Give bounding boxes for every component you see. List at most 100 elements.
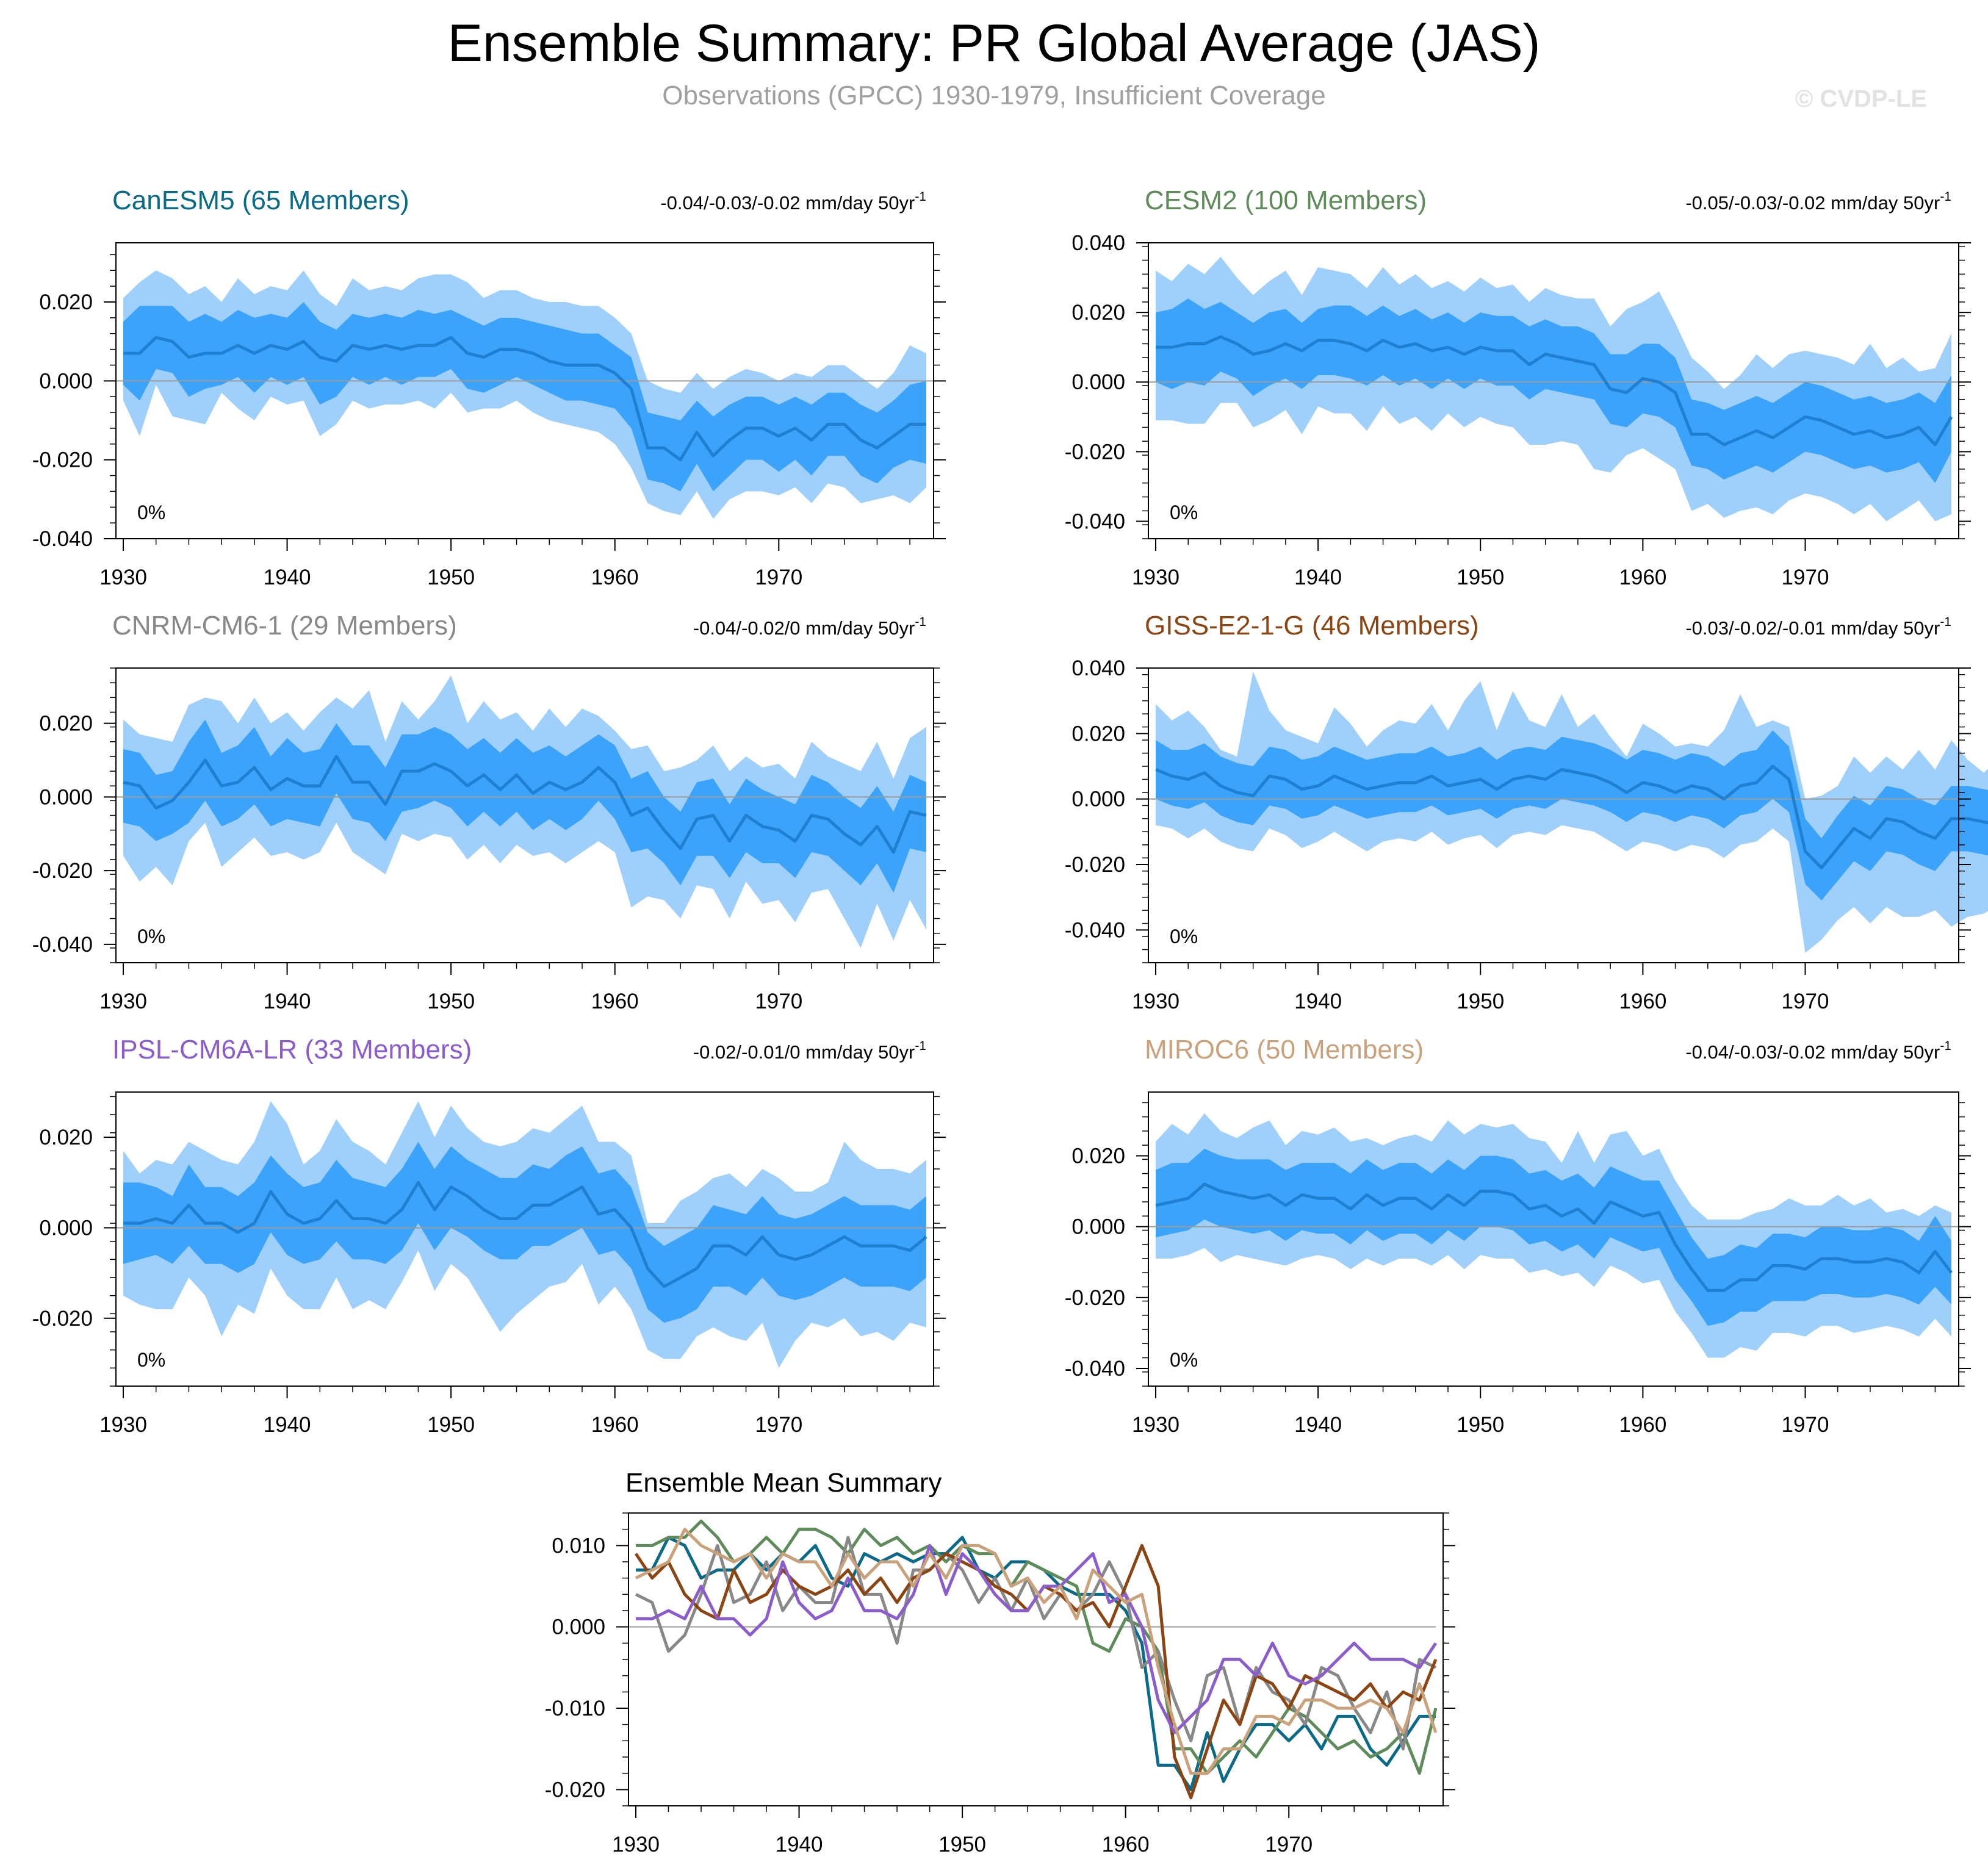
x-tick-label: 1950 [427,1413,475,1437]
y-tick-label: 0.010 [552,1534,605,1558]
x-tick-label: 1930 [99,566,147,589]
ensemble-mean-line [1156,335,1953,447]
panel-ensemble-mean-summary: -0.020 -0.010 0.000 0.010 1930 1940 1950 1960 19… [545,1468,1455,1856]
figure-subtitle: Observations (GPCC) 1930-1979, Insuffici… [662,81,1326,110]
y-tick-label: 0.040 [1071,231,1125,255]
trend-label: -0.04/-0.02/0 mm/day 50yr-1 [693,615,926,639]
panel-title: GISS-E2-1-G (46 Members) [1145,611,1479,641]
plot-frame-4 [115,1091,934,1387]
y-tick-label: 0.020 [39,712,93,736]
panel-title: CESM2 (100 Members) [1145,185,1427,215]
y-tick-label: 0.000 [1071,370,1125,394]
trend-label: -0.04/-0.03/-0.02 mm/day 50yr-1 [660,190,926,214]
y-tick-label: -0.040 [1065,918,1125,942]
y-tick-label: -0.020 [32,859,93,883]
panel-cnrm-cm6-1: -0.040 -0.020 0.000 0.020 1930 1940 1950 1960 19… [32,611,946,1013]
coverage-percent: 0% [1170,501,1198,523]
mean-line-cnrm-cm6-1 [635,1536,1437,1751]
mean-line-canesm5 [636,1536,1436,1791]
x-tick-label: 1960 [591,566,639,589]
y-tick-label: -0.020 [1065,853,1125,877]
coverage-percent: 0% [1170,1349,1198,1371]
x-tick-label: 1940 [1294,1413,1342,1437]
x-tick-label: 1930 [1132,990,1179,1013]
trend-label: -0.03/-0.02/-0.01 mm/day 50yr-1 [1685,615,1951,639]
y-tick-label: 0.040 [1071,656,1125,680]
plot-frame-3 [1148,667,1959,963]
plot-frame-0 [115,242,934,539]
y-tick-label: 0.020 [1071,1145,1125,1168]
y-tick-label: 0.000 [39,785,93,809]
y-tick-label: 0.000 [39,369,93,393]
ensemble-mean-line [123,336,926,462]
plot-frame-1 [1148,242,1959,539]
panel-giss-e2-1-g: -0.040 -0.020 0.000 0.020 0.040 1930 1940 1950 1… [1065,611,1988,1013]
coverage-percent: 0% [137,925,165,947]
watermark: © CVDP-LE [1795,85,1927,112]
x-tick-label: 1970 [1265,1833,1313,1856]
ensemble-mean-line [123,755,927,854]
y-tick-label: -0.010 [545,1697,605,1720]
mean-line-miroc6 [635,1528,1438,1775]
x-tick-label: 1950 [1457,566,1504,589]
x-tick-label: 1940 [264,1413,311,1437]
x-tick-label: 1960 [1102,1833,1150,1856]
y-tick-label: -0.020 [1065,1286,1125,1310]
y-tick-label: -0.040 [1065,509,1125,533]
x-tick-label: 1960 [591,990,639,1013]
y-tick-label: -0.020 [545,1778,605,1802]
x-tick-label: 1970 [1782,990,1829,1013]
y-tick-label: -0.020 [1065,440,1125,464]
x-tick-label: 1930 [612,1833,660,1856]
y-tick-label: 0.020 [39,1126,93,1149]
ensemble-mean-line [123,1181,927,1288]
x-tick-label: 1940 [1294,566,1342,589]
y-tick-label: 0.000 [1071,1215,1125,1239]
panel-title: MIROC6 (50 Members) [1145,1035,1424,1065]
x-tick-label: 1950 [938,1833,986,1856]
x-tick-label: 1930 [1132,566,1179,589]
summary-title: Ensemble Mean Summary [625,1468,942,1498]
y-tick-label: -0.020 [32,1307,93,1331]
mean-line-cesm2 [636,1519,1438,1775]
x-tick-label: 1950 [1457,990,1504,1013]
x-tick-label: 1960 [1619,566,1666,589]
panel-cesm2: -0.040 -0.020 0.000 0.020 0.040 1930 1940 1950 1… [1065,185,1971,589]
inner-spread-band [123,719,926,893]
panel-miroc6: -0.040 -0.020 0.000 0.020 1930 1940 1950 1960 19… [1065,1035,1971,1437]
y-tick-label: 0.020 [39,290,93,314]
ensemble-mean-line [1155,1182,1953,1292]
y-tick-label: 0.000 [39,1216,93,1240]
x-tick-label: 1970 [755,1413,802,1437]
trend-label: -0.02/-0.01/0 mm/day 50yr-1 [693,1039,926,1063]
x-tick-label: 1970 [755,566,802,589]
x-tick-label: 1950 [1457,1413,1504,1437]
trend-label: -0.05/-0.03/-0.02 mm/day 50yr-1 [1685,190,1951,214]
trend-label: -0.04/-0.03/-0.02 mm/day 50yr-1 [1685,1039,1951,1063]
x-tick-label: 1940 [264,566,311,589]
panel-title: CanESM5 (65 Members) [112,185,409,215]
plot-frame-5 [1148,1091,1959,1387]
y-tick-label: -0.040 [32,933,93,957]
ensemble-mean-line [1155,764,1988,869]
mean-line-ipsl-cm6a-lr [636,1544,1438,1734]
x-tick-label: 1970 [1782,1413,1829,1437]
x-tick-label: 1940 [264,990,311,1013]
y-tick-label: 0.020 [1071,722,1125,746]
y-tick-label: -0.040 [1065,1357,1125,1381]
x-tick-label: 1970 [755,990,802,1013]
x-tick-label: 1930 [1132,1413,1179,1437]
panel-ipsl-cm6a-lr: -0.020 0.000 0.020 1930 1940 1950 1960 1970 IPSL… [32,1035,946,1437]
y-tick-label: 0.000 [1071,788,1125,811]
inner-spread-band [1156,1148,1951,1326]
panel-title: IPSL-CM6A-LR (33 Members) [112,1035,472,1065]
y-tick-label: 0.020 [1071,301,1125,325]
x-tick-label: 1940 [776,1833,823,1856]
x-tick-label: 1930 [99,1413,147,1437]
coverage-percent: 0% [137,501,165,523]
figure-title: Ensemble Summary: PR Global Average (JAS… [447,14,1541,73]
coverage-percent: 0% [137,1349,165,1371]
x-tick-label: 1940 [1294,990,1342,1013]
coverage-percent: 0% [1170,925,1198,947]
x-tick-label: 1960 [1619,1413,1666,1437]
